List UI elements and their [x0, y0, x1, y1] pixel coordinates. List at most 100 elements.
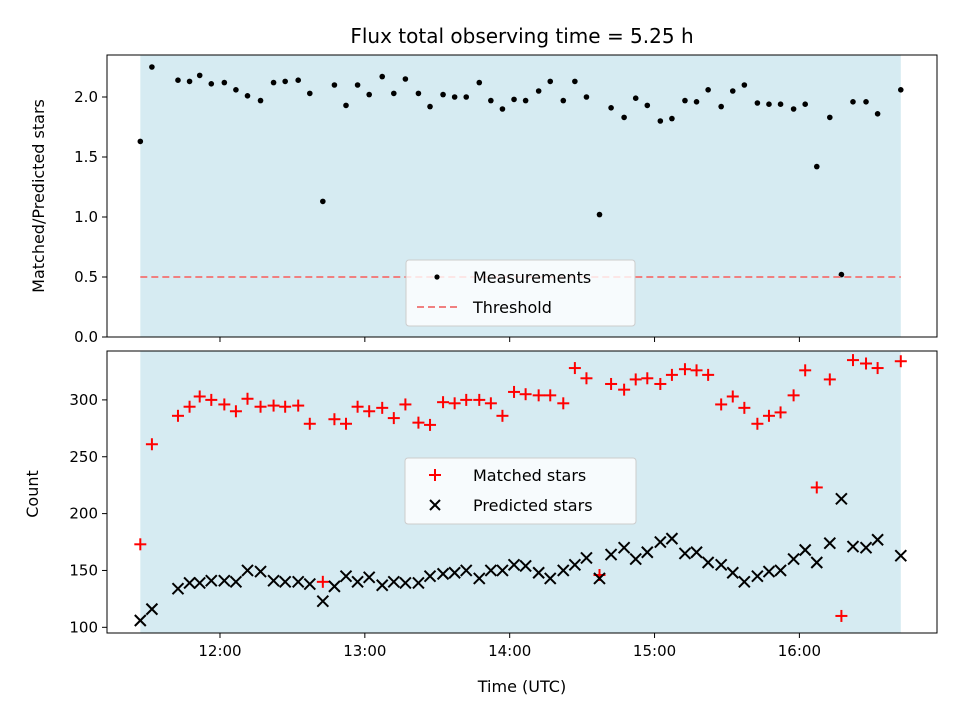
matched-stars-point	[532, 389, 545, 402]
predicted-stars-point	[894, 549, 907, 562]
measurements-point	[729, 88, 736, 94]
measurements-point	[657, 118, 664, 124]
predicted-stars-point	[580, 551, 593, 565]
measurements-point	[331, 82, 338, 88]
predicted-stars-point	[871, 533, 884, 546]
measurements-point	[863, 99, 869, 105]
measurements-point	[522, 97, 529, 104]
y-tick-label: 200	[69, 505, 98, 523]
matched-stars-point	[774, 406, 787, 419]
count-y-axis-label: Count	[23, 470, 42, 518]
predicted-stars-point	[690, 546, 703, 559]
predicted-stars-point	[678, 547, 692, 560]
measurements-point	[608, 105, 614, 111]
predicted-stars-point	[460, 564, 473, 577]
matched-stars-point	[580, 372, 593, 385]
measurements-point	[415, 90, 422, 97]
measurements-point	[741, 82, 748, 88]
measurements-point	[644, 102, 651, 109]
ratio-y-axis-label: Matched/Predicted stars	[29, 99, 48, 293]
measurements-point	[391, 90, 397, 97]
matched-stars-point	[508, 385, 521, 398]
y-tick-label: 300	[69, 391, 98, 409]
predicted-stars-point	[496, 564, 509, 577]
ratio-legend-box	[405, 259, 636, 327]
matched-stars-point	[726, 390, 739, 403]
measurements-point	[511, 96, 517, 103]
matched-stars-point	[544, 389, 557, 402]
predicted-stars-point	[316, 594, 330, 608]
predicted-stars-point	[823, 536, 837, 550]
predicted-stars-point	[328, 580, 341, 593]
predicted-stars-point	[473, 572, 486, 585]
matched-stars-point	[292, 399, 305, 412]
legend-marker-predicted	[429, 499, 441, 511]
measurements-point	[632, 95, 639, 101]
measurements-point	[354, 82, 361, 88]
y-tick-label: 250	[69, 448, 98, 466]
predicted-stars-point	[218, 574, 231, 587]
legend-label-matched: Matched stars	[473, 466, 586, 485]
matched-stars-point	[254, 400, 267, 413]
predicted-stars-point	[412, 576, 425, 590]
matched-stars-point	[205, 393, 218, 406]
matched-stars-point	[629, 373, 642, 386]
matched-stars-point	[738, 401, 751, 414]
predicted-stars-point	[291, 575, 305, 589]
count-marks	[134, 354, 907, 627]
matched-stars-point	[267, 399, 280, 412]
predicted-stars-point	[714, 558, 728, 571]
measurements-point	[175, 77, 181, 83]
matched-stars-point	[279, 400, 292, 413]
measurements-point	[560, 97, 567, 104]
measurements-point	[270, 79, 277, 86]
predicted-stars-point	[774, 564, 787, 577]
panel-counts-frame	[106, 350, 938, 634]
matched-stars-point	[894, 355, 907, 368]
predicted-stars-point	[351, 575, 364, 589]
matched-stars-point	[702, 368, 715, 381]
measurements-point	[451, 94, 458, 100]
legend-label-measurements: Measurements	[473, 268, 591, 287]
matched-stars-point	[568, 362, 581, 375]
matched-stars-point	[751, 417, 764, 430]
matched-stars-point	[218, 398, 231, 411]
legend-label-predicted: Predicted stars	[473, 496, 593, 515]
measurements-point	[897, 87, 904, 93]
predicted-stars-point	[859, 541, 873, 554]
matched-stars-point	[328, 413, 341, 426]
matched-stars-point	[787, 389, 800, 402]
measurements-point	[463, 94, 470, 100]
predicted-stars-point	[254, 565, 267, 578]
matched-stars-point	[387, 412, 400, 425]
matched-stars-point	[678, 363, 691, 376]
predicted-stars-point	[701, 556, 715, 569]
predicted-stars-point	[205, 574, 218, 587]
predicted-stars-point	[241, 564, 254, 577]
predicted-stars-point	[278, 575, 292, 589]
measurements-point	[596, 211, 603, 218]
y-tick-label: 0.5	[74, 268, 98, 286]
predicted-stars-point	[726, 566, 739, 579]
matched-stars-point	[715, 398, 728, 411]
ratio-y-axis: 0.0 0.5 1.0 1.5 2.0	[74, 88, 107, 346]
matched-stars-point	[145, 438, 158, 451]
measurements-point	[874, 111, 881, 117]
matched-stars-point	[762, 409, 775, 422]
measurements-point	[583, 94, 590, 100]
predicted-stars-point	[423, 569, 437, 583]
matched-stars-point	[665, 368, 678, 381]
matched-stars-point	[835, 609, 848, 622]
count-legend: Matched stars Predicted stars	[404, 457, 637, 525]
measurements-point	[693, 99, 700, 105]
measurements-point	[295, 77, 302, 83]
matched-stars-point	[437, 396, 450, 409]
predicted-stars-point	[798, 543, 812, 557]
predicted-stars-point	[762, 565, 776, 578]
predicted-stars-point	[448, 566, 461, 579]
x-tick-label: 13:00	[343, 642, 386, 660]
measurements-point	[221, 79, 228, 86]
measurements-point	[777, 101, 784, 107]
legend-label-threshold: Threshold	[472, 298, 552, 317]
predicted-stars-point	[593, 572, 606, 585]
